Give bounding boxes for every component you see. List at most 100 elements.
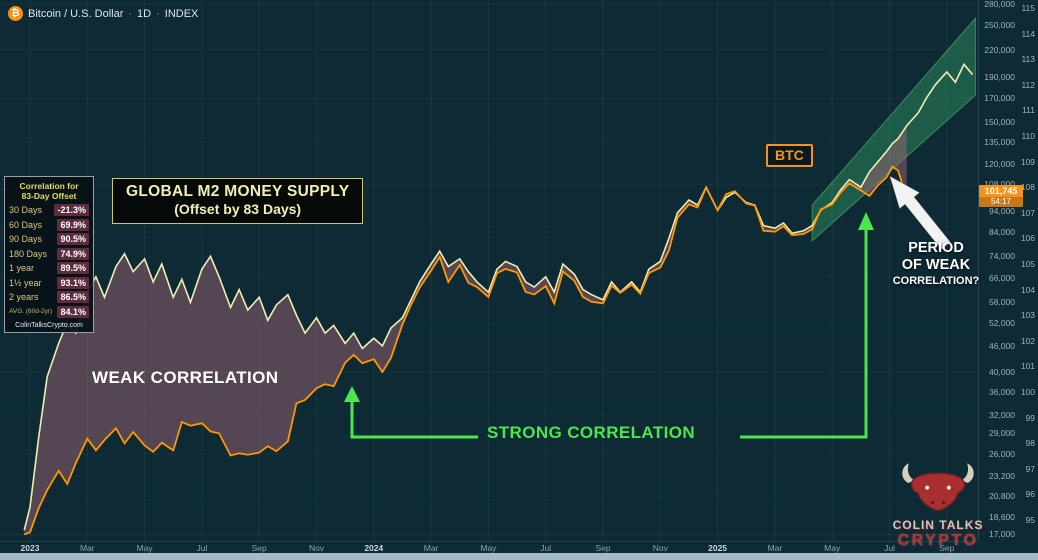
m2-tick-label: 111 [1022, 105, 1035, 116]
time-axis[interactable]: 2023 Mar May Jul Sep Nov 2024 Mar May Jul Sep Nov 20… [0, 541, 978, 555]
interval-label: 1D [137, 7, 152, 20]
price-tick-label: 46,000 [989, 340, 1015, 351]
price-tick-label: 135,000 [984, 137, 1015, 148]
price-tick-label: 17,000 [989, 529, 1015, 540]
time-tick-label: Nov [308, 543, 325, 553]
projection-channel [811, 16, 976, 243]
correlation-value: -21.3% [54, 204, 89, 216]
correlation-row: 1 year 89.5% [9, 262, 89, 274]
time-tick-label: Sep [939, 543, 955, 553]
correlation-row: 1½ year 93.1% [9, 276, 89, 289]
correlation-period: 90 Days [9, 234, 43, 244]
price-tick-label: 52,000 [989, 317, 1015, 328]
time-tick-label: 2023 [20, 543, 40, 553]
bitcoin-icon: ₿ [8, 6, 23, 21]
price-tick-label: 74,000 [989, 250, 1015, 261]
correlation-average-value: 84.1% [57, 305, 89, 318]
btc-label: BTC [766, 144, 813, 167]
period-of-weak-correlation-label: PERIOD OF WEAK CORRELATION? [892, 240, 980, 287]
m2-tick-label: 113 [1021, 54, 1035, 65]
m2-tick-label: 102 [1020, 335, 1035, 346]
correlation-value: 90.5% [57, 233, 89, 245]
correlation-panel: Correlation for 83-Day Offset 30 Days -2… [4, 176, 94, 333]
strong-correlation-label: STRONG CORRELATION [487, 423, 696, 442]
separator-dot: · [128, 7, 133, 20]
price-tick-label: 250,000 [984, 20, 1015, 31]
time-tick-label: Sep [595, 543, 611, 553]
correlation-average-label: AVG. (60d-2yr) [9, 308, 53, 315]
m2-tick-label: 98 [1025, 438, 1035, 449]
time-tick-label: Jul [884, 543, 895, 553]
price-tick-label: 220,000 [984, 44, 1015, 55]
price-tick-label: 23,200 [989, 470, 1015, 481]
m2-tick-label: 101 [1020, 361, 1035, 372]
correlation-average-row: AVG. (60d-2yr) 84.1% [9, 305, 89, 318]
price-tick-label: 18,600 [989, 512, 1015, 523]
m2-axis[interactable]: 115 114 113 112 111 110 109 108 107 106 105 104 103 1… [1018, 0, 1035, 540]
symbol-header[interactable]: ₿ Bitcoin / U.S. Dollar · 1D · INDEX [8, 6, 198, 21]
time-tick-label: May [824, 543, 841, 553]
m2-tick-label: 104 [1020, 284, 1035, 295]
correlation-row: 90 Days 90.5% [9, 233, 89, 245]
m2-tick-label: 106 [1020, 233, 1035, 244]
price-tick-label: 66,000 [989, 272, 1015, 283]
current-price: 101,745 [984, 185, 1018, 196]
bottom-scrollbar[interactable] [0, 553, 1038, 560]
correlation-value: 86.5% [57, 291, 89, 303]
time-tick-label: May [480, 543, 497, 553]
m2-supply-label: GLOBAL M2 MONEY SUPPLY (Offset by 83 Day… [112, 178, 364, 224]
colin-talks-crypto-logo: COLIN TALKS CRYPTO [876, 460, 1000, 549]
correlation-row: 2 years 86.5% [9, 291, 89, 303]
correlation-row: 60 Days 69.9% [9, 218, 89, 231]
time-tick-label: Nov [652, 543, 668, 553]
price-tick-label: 108,000 [984, 179, 1015, 189]
correlation-period: 1 year [9, 263, 35, 273]
btc-price-line [23, 165, 908, 536]
price-tick-label: 150,000 [984, 117, 1015, 128]
correlation-period: 60 Days [9, 219, 43, 230]
bull-icon [902, 463, 974, 512]
m2-tick-label: 112 [1021, 79, 1035, 90]
weak-correlation-label: WEAK CORRELATION [92, 368, 279, 387]
exchange-label: INDEX [164, 7, 199, 20]
time-tick-label: 2024 [364, 543, 384, 553]
m2-tick-label: 107 [1020, 207, 1035, 218]
m2-tick-label: 114 [1021, 28, 1035, 39]
m2-tick-label: 105 [1020, 259, 1035, 269]
price-axis-divider [978, 0, 979, 541]
correlation-value: 74.9% [57, 247, 89, 260]
correlation-row: 30 Days -21.3% [9, 204, 89, 216]
price-tick-label: 190,000 [984, 72, 1015, 83]
time-tick-label: Jul [196, 543, 208, 553]
m2-tick-label: 115 [1021, 3, 1035, 13]
time-tick-label: May [136, 543, 153, 553]
correlation-row: 180 Days 74.9% [9, 247, 89, 260]
symbol-title: Bitcoin / U.S. Dollar [28, 7, 124, 20]
weak-period-arrow [888, 174, 952, 251]
price-tick-label: 94,000 [989, 205, 1015, 216]
time-tick-label: Mar [79, 543, 95, 553]
correlation-period: 1½ year [9, 277, 42, 288]
price-tick-label: 170,000 [984, 93, 1015, 104]
price-axis[interactable]: 280,000 250,000 220,000 190,000 170,000 150,0… [979, 0, 1015, 540]
correlation-panel-title: Correlation for 83-Day Offset [19, 181, 79, 201]
separator-dot: · [156, 7, 160, 20]
m2-tick-label: 108 [1020, 182, 1035, 193]
m2-tick-label: 96 [1025, 489, 1035, 500]
m2-tick-label: 99 [1025, 412, 1035, 423]
strong-correlation-arrow-left [350, 398, 478, 439]
m2-tick-label: 103 [1020, 310, 1035, 321]
correlation-value: 93.1% [57, 276, 89, 289]
m2-tick-label: 95 [1025, 515, 1035, 525]
correlation-value: 69.9% [57, 218, 89, 231]
correlation-period: 180 Days [9, 248, 48, 259]
price-tick-label: 29,000 [989, 428, 1015, 439]
m2-tick-label: 100 [1020, 387, 1035, 397]
price-tick-label: 36,000 [989, 387, 1015, 398]
time-tick-label: Mar [423, 543, 439, 553]
price-tick-label: 26,000 [989, 449, 1015, 460]
price-tick-label: 32,000 [989, 409, 1015, 420]
time-tick-label: Sep [251, 543, 267, 553]
